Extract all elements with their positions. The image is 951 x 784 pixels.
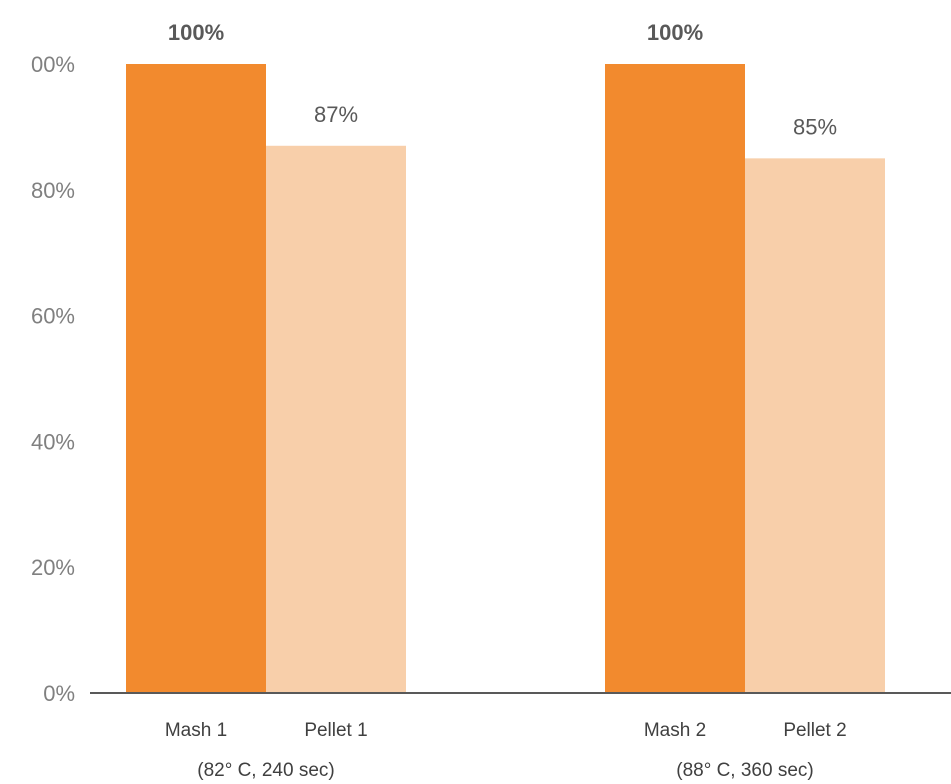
y-tick-label: 80% — [31, 178, 75, 203]
bar-value-label: 85% — [793, 114, 837, 139]
bar-value-label: 100% — [168, 20, 224, 45]
x-tick-label: Pellet 1 — [304, 720, 367, 741]
bar — [126, 64, 266, 693]
y-tick-label: 40% — [31, 429, 75, 454]
group-caption: (82° C, 240 sec) — [197, 760, 335, 781]
bar-value-label: 87% — [314, 102, 358, 127]
x-tick-label: Mash 2 — [644, 720, 706, 741]
group-caption: (88° C, 360 sec) — [676, 760, 814, 781]
y-tick-label: 0% — [43, 681, 75, 706]
x-axis: Mash 1 Pellet 1 (82° C, 240 sec) Mash 2 Pell… — [90, 692, 951, 781]
bar — [745, 158, 885, 694]
y-axis: 0% 20% 40% 60% 80% 00% — [31, 52, 75, 706]
x-tick-label: Mash 1 — [165, 720, 227, 741]
bars: 100% 87% 100% 85% — [126, 20, 885, 694]
y-tick-label: 20% — [31, 555, 75, 580]
y-tick-label: 00% — [31, 52, 75, 77]
bar — [605, 64, 745, 693]
y-tick-label: 60% — [31, 304, 75, 329]
bar-value-label: 100% — [647, 20, 703, 45]
x-tick-label: Pellet 2 — [783, 720, 846, 741]
bar — [266, 145, 406, 693]
